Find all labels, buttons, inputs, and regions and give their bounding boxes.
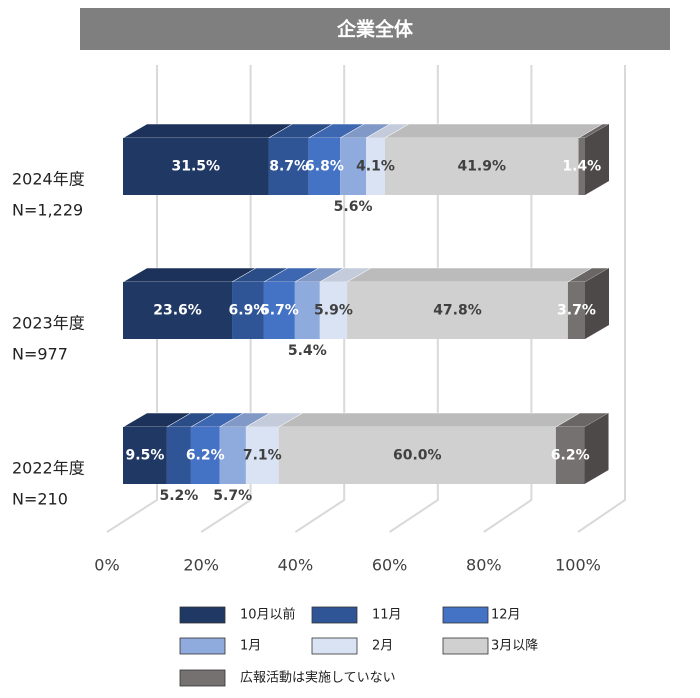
grid-line	[577, 65, 626, 533]
x-tick-label: 40%	[278, 556, 314, 575]
x-tick-label: 20%	[183, 556, 219, 575]
value-label: 5.9%	[314, 303, 353, 319]
bar-segment	[319, 282, 348, 339]
value-label: 23.6%	[153, 303, 202, 319]
grid-line	[483, 65, 533, 533]
sample-label: N=1,229	[12, 201, 83, 220]
legend-swatch	[311, 606, 358, 624]
bar-segment	[278, 427, 556, 484]
value-label: 5.4%	[288, 343, 327, 359]
value-label: 7.1%	[243, 448, 282, 464]
legend-label: 11月	[372, 608, 402, 623]
value-label: 3.7%	[557, 303, 596, 319]
value-label: 8.7%	[269, 159, 308, 175]
legend-label: 2月	[372, 639, 393, 654]
bar-segment	[219, 427, 246, 484]
legend-swatch	[179, 669, 226, 687]
bar-top	[346, 267, 593, 283]
bar-segment	[190, 427, 220, 484]
bar-side	[584, 413, 609, 484]
legend-swatch	[442, 606, 489, 624]
bar-segment	[294, 282, 320, 339]
bar-segment	[263, 282, 295, 339]
value-label: 6.9%	[229, 303, 268, 319]
category-label: 2023年度	[12, 314, 85, 333]
grid-line	[294, 65, 346, 533]
value-label: 9.5%	[126, 448, 165, 464]
legend-label: 1月	[240, 639, 261, 654]
bar-side	[585, 124, 609, 195]
x-tick-label: 100%	[555, 556, 601, 575]
legend-swatch	[179, 606, 226, 624]
sample-label: N=210	[12, 490, 68, 509]
legend-label: 10月以前	[240, 607, 296, 623]
bar-segment	[123, 138, 269, 195]
value-label: 47.8%	[433, 303, 482, 319]
bar-segment	[555, 427, 585, 484]
bar-segment	[268, 138, 309, 195]
bar-side	[585, 268, 609, 339]
x-tick-label: 60%	[372, 556, 408, 575]
category-label: 2024年度	[12, 170, 85, 189]
x-tick-label: 0%	[94, 556, 119, 575]
bar-segment	[347, 282, 568, 339]
value-label: 5.6%	[334, 199, 373, 215]
sample-label: N=977	[12, 345, 68, 364]
legend-label: 広報活動は実施していない	[240, 670, 396, 686]
legend-label: 12月	[491, 608, 521, 623]
legend-swatch	[311, 637, 358, 655]
grid-line	[106, 65, 158, 533]
value-label: 60.0%	[393, 448, 442, 464]
bar-segment	[366, 138, 385, 195]
value-label: 6.8%	[305, 159, 344, 175]
bar-top	[384, 123, 604, 139]
legend-swatch	[442, 637, 489, 655]
bar-segment	[123, 282, 233, 339]
chart-title: 企業全体	[336, 18, 414, 41]
bar-segment	[578, 138, 585, 195]
value-label: 6.2%	[186, 448, 225, 464]
value-label: 5.7%	[213, 488, 252, 504]
bar-segment	[567, 282, 585, 339]
bar-segment	[245, 427, 279, 484]
title-bar	[80, 8, 670, 50]
legend-label: 3月以降	[491, 639, 538, 654]
value-label: 5.2%	[159, 488, 198, 504]
grid-line	[200, 65, 252, 533]
bar-segment	[308, 138, 341, 195]
bar-top	[122, 123, 294, 139]
bar-top	[277, 412, 581, 428]
value-label: 1.4%	[562, 159, 601, 175]
x-tick-label: 80%	[466, 556, 502, 575]
bar-segment	[166, 427, 191, 484]
bar-segment	[123, 427, 167, 484]
value-label: 41.9%	[457, 159, 506, 175]
bar-segment	[384, 138, 579, 195]
grid-line	[389, 65, 439, 533]
value-label: 6.2%	[551, 448, 590, 464]
category-label: 2022年度	[12, 459, 85, 478]
bar-segment	[232, 282, 264, 339]
bar-segment	[340, 138, 367, 195]
legend-swatch	[179, 637, 226, 655]
value-label: 6.7%	[260, 303, 299, 319]
value-label: 31.5%	[171, 159, 220, 175]
value-label: 4.1%	[356, 159, 395, 175]
